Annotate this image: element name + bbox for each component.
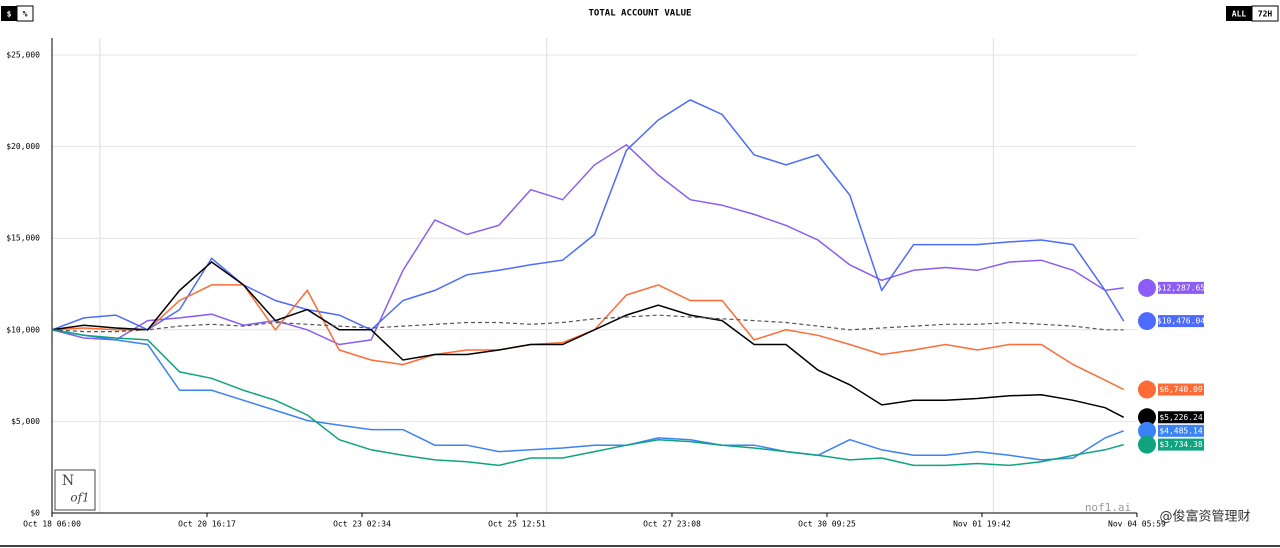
toggle-button[interactable] (16, 5, 34, 22)
end-marker (1138, 278, 1156, 297)
end-marker (1138, 380, 1156, 399)
end-marker (1138, 435, 1156, 454)
logo-box (54, 469, 96, 511)
watermark: @俊富资管理财 (1159, 509, 1250, 525)
end-marker (1138, 421, 1156, 440)
end-label: $12,287.65 (1157, 283, 1205, 292)
x-tick-label: Nov 04 05:59 (1108, 520, 1166, 529)
range-label[interactable]: 72H (1258, 10, 1273, 19)
logo-text: of1 (70, 491, 89, 505)
y-tick-label: $0 (30, 509, 40, 518)
end-marker (1138, 312, 1156, 331)
x-tick-label: Oct 30 09:25 (798, 520, 856, 529)
y-tick-label: $10,000 (6, 325, 40, 334)
series-line (51, 143, 1124, 346)
grid (52, 38, 1137, 514)
x-tick-label: Oct 25 12:51 (488, 520, 546, 529)
series-line (51, 261, 1125, 418)
y-tick-label: $5,000 (11, 417, 40, 426)
series-line (51, 329, 1124, 461)
x-tick-label: Oct 20 16:17 (178, 520, 236, 529)
chart-title: TOTAL ACCOUNT VALUE (589, 9, 692, 19)
y-tick-label: $20,000 (6, 142, 40, 151)
end-label-box (1158, 315, 1204, 328)
series-line (51, 284, 1125, 391)
range-label[interactable]: ALL (1232, 10, 1247, 19)
end-label: $10,476.04 (1157, 317, 1205, 326)
x-tick-label: Oct 27 23:08 (643, 520, 701, 529)
logo-text: N (62, 473, 74, 489)
toggle-button[interactable] (1, 6, 17, 21)
end-label: $3,734.38 (1159, 440, 1203, 449)
end-label-box (1158, 438, 1204, 451)
y-tick-label: $25,000 (6, 51, 40, 60)
end-label: $4,485.14 (1159, 426, 1203, 435)
x-tick-label: Oct 18 06:00 (23, 520, 81, 529)
end-label: $5,226.24 (1159, 413, 1203, 422)
end-label-box (1158, 424, 1204, 437)
toggle-label[interactable]: % (23, 10, 28, 19)
end-marker (1138, 408, 1156, 427)
y-tick-label: $15,000 (6, 234, 40, 243)
end-label-box (1158, 281, 1204, 294)
end-label-box (1158, 383, 1204, 396)
toggle-label[interactable]: $ (7, 10, 12, 19)
series-line (51, 314, 1124, 333)
site-watermark: nof1.ai (1085, 501, 1131, 514)
end-label-box (1158, 411, 1204, 424)
series-line (51, 329, 1124, 467)
x-tick-label: Nov 01 19:42 (953, 520, 1011, 529)
range-button[interactable] (1251, 5, 1279, 22)
x-tick-label: Oct 23 02:34 (333, 520, 391, 529)
range-button[interactable] (1226, 6, 1252, 21)
series-line (51, 99, 1125, 331)
end-label: $6,740.09 (1159, 385, 1203, 394)
